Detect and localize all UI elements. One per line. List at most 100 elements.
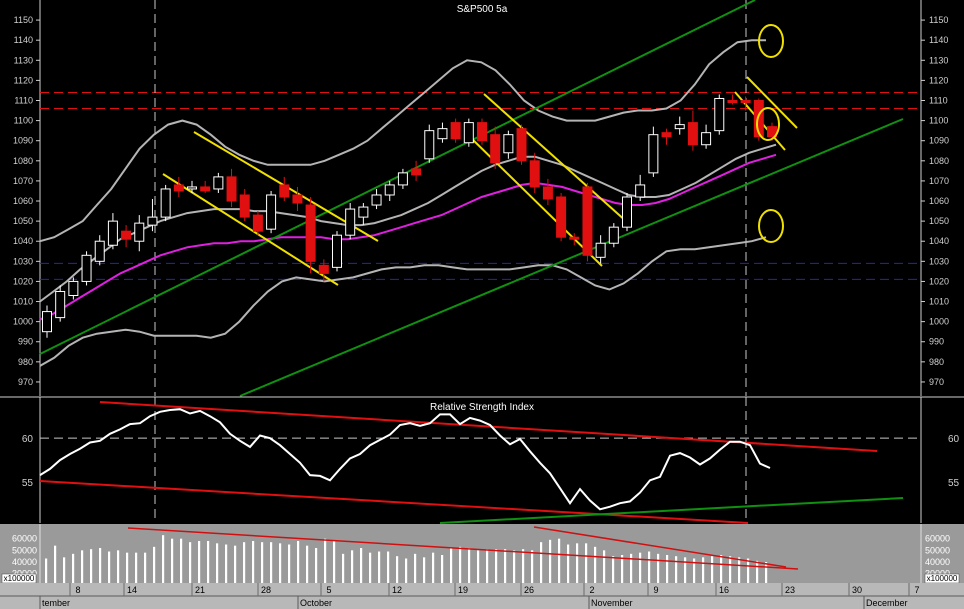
volume-bar xyxy=(441,555,444,583)
volume-tick-label: 60000 xyxy=(12,534,37,544)
price-tick-label: 990 xyxy=(929,337,944,347)
candle-body-up xyxy=(397,172,408,186)
candle-body-down xyxy=(477,122,487,142)
volume-tick-label: 30000 xyxy=(925,569,950,579)
annotation-circle xyxy=(756,107,780,141)
candle-body-up xyxy=(648,134,659,174)
candle-body-down xyxy=(200,186,211,192)
candle xyxy=(384,180,395,202)
candle-body-down xyxy=(661,132,672,138)
candle-body-down xyxy=(292,194,303,204)
candle xyxy=(239,188,250,222)
price-tick-label: 1070 xyxy=(13,176,33,186)
volume-tick-label: 30000 xyxy=(12,569,37,579)
price-tick-label: 1090 xyxy=(929,136,949,146)
date-month-label: December xyxy=(866,598,908,608)
volume-trendline xyxy=(533,526,787,568)
candle xyxy=(200,180,211,193)
price-tick-label: 1090 xyxy=(13,136,33,146)
price-tick-label: 990 xyxy=(18,337,33,347)
volume-bar xyxy=(297,541,300,583)
candle-body-up xyxy=(358,206,369,218)
candle-body-up xyxy=(345,208,356,236)
volume-bar xyxy=(459,546,462,583)
candle-body-up xyxy=(134,222,145,242)
volume-bar xyxy=(558,538,561,583)
date-day-label: 7 xyxy=(914,585,919,595)
volume-tick-label: 40000 xyxy=(12,557,37,567)
candle-body-up xyxy=(68,280,79,297)
candle xyxy=(701,124,712,149)
candle xyxy=(727,94,738,105)
price-tick-label: 1140 xyxy=(14,35,33,45)
candle xyxy=(450,118,461,143)
volume-unit-label: x100000 xyxy=(4,574,35,583)
rsi-tick-label: 60 xyxy=(948,434,960,445)
volume-bar xyxy=(342,553,345,583)
date-day-label: 26 xyxy=(524,585,534,595)
candle xyxy=(134,215,145,252)
candle-body-up xyxy=(503,134,514,154)
candle xyxy=(411,160,422,181)
price-tick-label: 1110 xyxy=(14,95,33,105)
volume-bar xyxy=(711,556,714,583)
candle-body-up xyxy=(622,196,632,228)
candle xyxy=(107,213,118,250)
price-tick-label: 1100 xyxy=(929,116,948,126)
rsi-title: Relative Strength Index xyxy=(430,402,534,413)
candle xyxy=(213,172,224,193)
volume-bar xyxy=(540,542,543,583)
volume-bar xyxy=(180,538,183,583)
price-tick-label: 1050 xyxy=(929,216,949,226)
volume-bar xyxy=(81,550,84,583)
volume-bar xyxy=(630,553,633,583)
price-tick-label: 1040 xyxy=(929,236,949,246)
date-day-label: 8 xyxy=(75,585,80,595)
annotation-circle xyxy=(758,209,784,243)
price-tick-label: 1000 xyxy=(929,317,949,327)
volume-bar xyxy=(531,550,534,583)
volume-bar xyxy=(603,550,606,583)
date-month-label: October xyxy=(300,598,332,608)
price-tick-label: 1080 xyxy=(13,156,33,166)
volume-bar xyxy=(126,552,129,583)
candle-body-down xyxy=(173,184,184,192)
flag-line xyxy=(483,93,628,223)
volume-bar xyxy=(765,562,768,583)
volume-bar xyxy=(396,556,399,583)
volume-bar xyxy=(234,545,237,583)
candle xyxy=(687,110,698,151)
candle xyxy=(187,180,197,193)
price-tick-label: 1150 xyxy=(929,15,948,25)
date-axis: 8 14 21 28 5 12 19 26 2 9 16 23 30 7 tember October Nove… xyxy=(0,583,964,609)
date-day-label: 5 xyxy=(326,585,331,595)
candle xyxy=(569,233,580,246)
price-tick-label: 1020 xyxy=(13,276,33,286)
volume-bar xyxy=(387,551,390,583)
volume-bar xyxy=(513,550,516,583)
candle xyxy=(424,124,435,163)
volume-bar xyxy=(252,541,255,583)
bollinger-upper-band xyxy=(39,39,766,243)
rsi-lower-trendline xyxy=(39,480,749,524)
date-day-label: 30 xyxy=(852,585,862,595)
price-tick-label: 980 xyxy=(18,357,33,367)
rsi-support-trendline xyxy=(439,497,904,524)
price-tick-label: 980 xyxy=(929,357,944,367)
volume-bar xyxy=(522,549,525,583)
candle xyxy=(55,285,66,322)
candle xyxy=(147,199,158,232)
candle-body-up xyxy=(332,234,342,268)
candle-body-down xyxy=(687,122,698,146)
price-tick-label: 1030 xyxy=(929,256,949,266)
volume-bar xyxy=(261,542,264,583)
candle xyxy=(397,168,408,189)
candle xyxy=(503,130,514,159)
price-tick-label: 1060 xyxy=(13,196,33,206)
candles xyxy=(42,94,777,338)
candle xyxy=(740,96,751,111)
volume-bars xyxy=(45,535,768,583)
volume-bar xyxy=(171,538,174,583)
candle-body-down xyxy=(411,168,422,176)
